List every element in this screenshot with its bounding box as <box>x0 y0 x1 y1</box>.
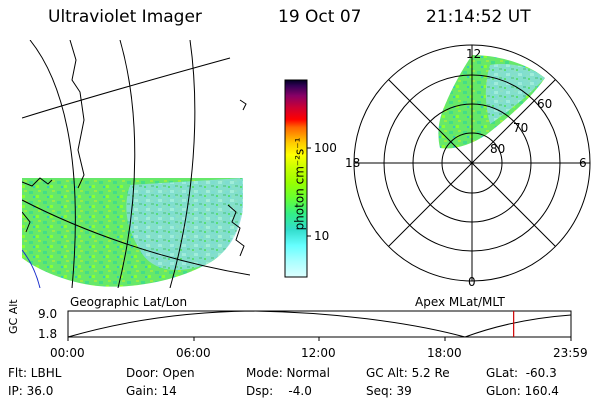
alt-xtick-1800: 18:00 <box>427 346 462 360</box>
colorbar <box>284 79 308 278</box>
alt-xtick-2359: 23:59 <box>553 346 588 360</box>
status-door: Door: Open <box>126 366 195 380</box>
polar-mlt-12: 12 <box>466 47 482 61</box>
polar-lat-80: 80 <box>490 142 506 156</box>
colorbar-tick-10: 10 <box>314 229 330 243</box>
alt-xtick-0600: 06:00 <box>176 346 211 360</box>
status-gain: Gain: 14 <box>126 384 177 398</box>
colorbar-tick-100: 100 <box>314 141 337 155</box>
status-dsp: Dsp: -4.0 <box>246 384 312 398</box>
altitude-plot <box>67 310 572 341</box>
polar-mlt-6: 6 <box>579 156 587 170</box>
alt-xtick-1200: 12:00 <box>301 346 336 360</box>
date-label: 19 Oct 07 <box>278 7 362 27</box>
alt-ylabel: GC Alt <box>7 299 20 334</box>
geographic-map <box>22 40 250 288</box>
polar-plot <box>353 44 591 282</box>
colorbar-unit-label: photon cm⁻²s⁻¹ <box>292 137 307 231</box>
alt-ytick-9: 9.0 <box>38 307 58 321</box>
polar-panel-label: Apex MLat/MLT <box>415 295 505 309</box>
status-glon: GLon: 160.4 <box>486 384 559 398</box>
status-glat: GLat: -60.3 <box>486 366 557 380</box>
geo-panel-label: Geographic Lat/Lon <box>70 295 188 309</box>
status-ip: IP: 36.0 <box>8 384 54 398</box>
instrument-title: Ultraviolet Imager <box>48 7 202 27</box>
polar-mlt-18: 18 <box>345 156 361 170</box>
status-filter: Flt: LBHL <box>8 366 62 380</box>
time-label: 21:14:52 UT <box>426 7 531 27</box>
polar-lat-70: 70 <box>513 121 529 135</box>
status-mode: Mode: Normal <box>246 366 330 380</box>
status-seq: Seq: 39 <box>366 384 412 398</box>
alt-xtick-0000: 00:00 <box>50 346 85 360</box>
status-gc-alt: GC Alt: 5.2 Re <box>366 366 450 380</box>
alt-ytick-1-8: 1.8 <box>38 327 58 341</box>
polar-mlt-0: 0 <box>468 275 476 289</box>
polar-lat-60: 60 <box>537 97 553 111</box>
